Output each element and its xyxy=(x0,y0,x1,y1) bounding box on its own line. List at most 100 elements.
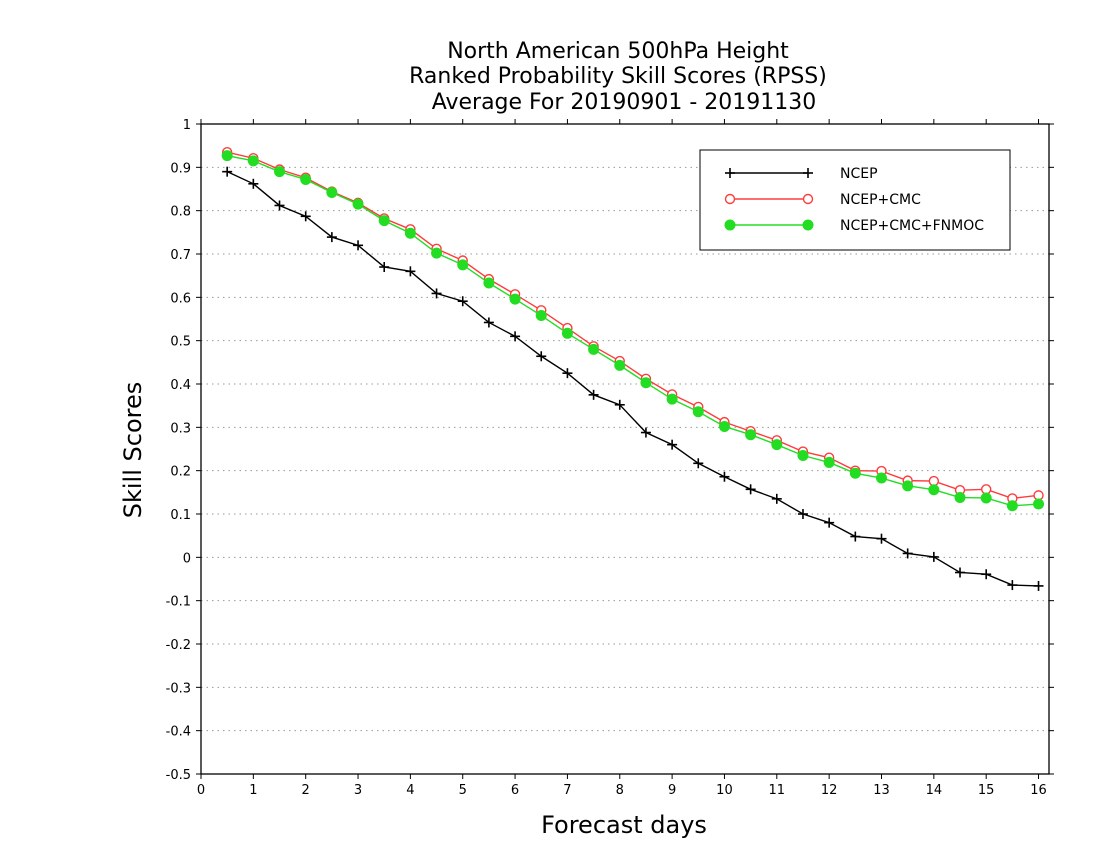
data-point-filled-circle xyxy=(1033,498,1045,510)
y-tick-label: 0.1 xyxy=(170,508,191,523)
data-point-open-circle xyxy=(802,193,814,205)
x-tick-label: 13 xyxy=(873,783,890,798)
chart-title: North American 500hPa Height Ranked Prob… xyxy=(409,39,827,115)
data-point-filled-circle xyxy=(823,456,835,468)
legend-entry: NCEP+CMC xyxy=(724,192,921,208)
data-point-plus xyxy=(614,399,625,410)
x-tick-label: 9 xyxy=(668,783,676,798)
data-point-filled-circle xyxy=(745,429,757,441)
data-point-filled-circle xyxy=(300,173,312,185)
y-tick-label: -0.3 xyxy=(166,681,191,696)
data-point-plus xyxy=(405,266,416,277)
data-point-filled-circle xyxy=(404,227,416,239)
data-point-filled-circle xyxy=(1006,500,1018,512)
y-tick-label: 1 xyxy=(183,118,191,133)
y-tick-label: 0.8 xyxy=(170,205,191,220)
y-tick-label: -0.4 xyxy=(166,725,191,740)
data-point-plus xyxy=(876,533,887,544)
chart-title-line-3: Average For 20190901 - 20191130 xyxy=(432,90,817,115)
data-point-filled-circle xyxy=(954,492,966,504)
data-point-filled-circle xyxy=(483,277,495,289)
data-point-filled-circle xyxy=(614,359,626,371)
data-point-filled-circle xyxy=(928,484,940,496)
data-point-plus xyxy=(536,351,547,362)
axis-ticks xyxy=(196,119,1054,779)
data-point-plus xyxy=(850,531,861,542)
data-point-filled-circle xyxy=(431,247,443,259)
x-tick-label: 4 xyxy=(406,783,414,798)
legend-label: NCEP+CMC xyxy=(840,192,921,208)
data-point-plus xyxy=(248,178,259,189)
legend-entry: NCEP+CMC+FNMOC xyxy=(724,218,984,234)
series-ncep xyxy=(222,166,1044,591)
data-point-plus xyxy=(771,493,782,504)
x-tick-label: 7 xyxy=(563,783,571,798)
data-point-plus xyxy=(431,288,442,299)
x-tick-label: 0 xyxy=(197,783,205,798)
data-point-filled-circle xyxy=(692,406,704,418)
x-tick-label: 8 xyxy=(616,783,624,798)
data-point-filled-circle xyxy=(247,155,259,167)
data-point-filled-circle xyxy=(326,186,338,198)
x-axis-tick-labels: 0 1 2 3 4 5 6 7 8 9 10 11 12 13 14 15 16 xyxy=(197,783,1047,798)
x-tick-label: 11 xyxy=(769,783,786,798)
data-point-plus xyxy=(274,200,285,211)
data-point-plus xyxy=(222,166,233,177)
data-point-plus xyxy=(1007,580,1018,591)
legend-label: NCEP+CMC+FNMOC xyxy=(840,218,984,234)
data-point-plus xyxy=(955,567,966,578)
data-point-plus xyxy=(667,439,678,450)
data-point-plus xyxy=(326,232,337,243)
data-point-plus xyxy=(719,471,730,482)
data-point-open-circle xyxy=(1033,490,1044,501)
data-point-filled-circle xyxy=(640,377,652,389)
series-line xyxy=(226,171,1039,587)
data-point-open-circle xyxy=(980,484,992,495)
y-tick-label: 0 xyxy=(183,551,191,566)
data-point-plus xyxy=(693,458,704,469)
y-tick-label: 0.5 xyxy=(170,335,191,350)
data-point-plus xyxy=(745,484,756,495)
legend-entry: NCEP xyxy=(725,166,878,182)
data-point-plus xyxy=(797,509,808,519)
data-point-filled-circle xyxy=(352,198,364,210)
y-tick-label: -0.5 xyxy=(166,768,191,783)
data-point-filled-circle xyxy=(588,343,600,355)
chart-title-line-1: North American 500hPa Height xyxy=(447,39,789,64)
x-axis-title: Forecast days xyxy=(541,811,707,839)
data-point-filled-circle xyxy=(802,219,814,231)
data-point-plus xyxy=(928,551,939,562)
x-tick-label: 6 xyxy=(511,783,519,798)
x-tick-label: 15 xyxy=(978,783,995,798)
y-tick-label: 0.7 xyxy=(170,248,191,263)
y-tick-label: -0.2 xyxy=(166,638,191,653)
x-tick-label: 1 xyxy=(249,783,257,798)
y-tick-label: 0.3 xyxy=(170,421,191,436)
x-tick-label: 14 xyxy=(926,783,943,798)
data-point-filled-circle xyxy=(849,467,861,479)
data-point-filled-circle xyxy=(457,259,469,271)
data-point-plus xyxy=(981,569,992,580)
plot-frame xyxy=(200,123,1050,775)
data-point-filled-circle xyxy=(797,450,809,461)
data-point-filled-circle xyxy=(561,327,573,339)
data-point-filled-circle xyxy=(378,215,390,227)
data-point-filled-circle xyxy=(535,310,547,322)
x-tick-label: 16 xyxy=(1030,783,1047,798)
x-tick-label: 10 xyxy=(716,783,733,798)
data-point-filled-circle xyxy=(274,166,286,178)
horizontal-gridlines xyxy=(201,166,1049,732)
data-point-open-circle xyxy=(724,193,736,205)
data-point-plus xyxy=(1033,580,1044,591)
x-tick-label: 5 xyxy=(459,783,467,798)
legend: NCEP NCEP+CMC NCEP+CMC+FNMOC xyxy=(699,149,1011,251)
data-point-filled-circle xyxy=(724,219,736,231)
x-tick-label: 3 xyxy=(354,783,362,798)
data-point-plus xyxy=(510,331,521,342)
data-point-filled-circle xyxy=(509,293,521,305)
data-point-plus xyxy=(353,240,364,251)
x-tick-label: 2 xyxy=(302,783,310,798)
data-point-plus xyxy=(483,317,494,328)
data-point-plus xyxy=(300,211,311,222)
